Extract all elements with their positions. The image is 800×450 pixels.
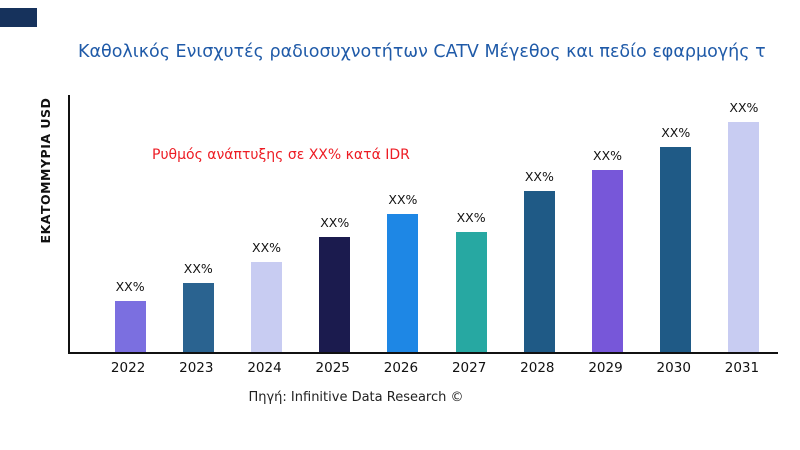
bar-2023 [182,283,214,352]
bar-column-2025: XX% [301,95,369,352]
bar-value-label: XX% [729,100,759,115]
x-axis-tick-2030: 2030 [656,360,691,376]
bar-value-label: XX% [456,210,486,226]
x-axis-tick-2026: 2026 [383,360,419,376]
bar-column-2031: XX% [710,95,778,352]
bar-value-label: XX% [183,261,213,276]
bar-2029 [592,170,624,352]
bar-2027 [455,232,487,352]
x-axis-tick-2024: 2024 [247,360,282,376]
x-axis-labels: 2022 2023 2024 2025 2026 2027 2028 2029 2030 2031 [68,360,776,376]
bar-column-2027: XX% [437,95,505,352]
x-axis-tick-2031: 2031 [724,360,760,376]
x-axis-tick-2028: 2028 [520,360,555,376]
chart-title: Καθολικός Ενισχυτές ραδιοσυχνοτήτων CATV… [78,42,766,62]
x-axis-tick-2025: 2025 [315,360,350,376]
bar-value-label: XX% [252,240,282,256]
bar-2022 [114,301,146,352]
bar-value-label: XX% [524,169,554,184]
bar-value-label: XX% [661,125,691,141]
bar-2028 [523,191,555,352]
x-axis-tick-2029: 2029 [588,360,623,376]
growth-annotation: Ρυθμός ανάπτυξης σε XX% κατά IDR [152,147,410,163]
bars-container: XX% XX% XX% XX% XX% XX% XX% XX% XX% XX% [70,95,778,352]
bar-column-2030: XX% [642,95,710,352]
bar-value-label: XX% [115,279,145,295]
bar-column-2026: XX% [369,95,437,352]
bar-column-2023: XX% [164,95,232,352]
x-axis-tick-2027: 2027 [451,360,487,376]
bar-2026 [387,214,419,352]
bar-column-2029: XX% [573,95,641,352]
x-axis-tick-2023: 2023 [179,360,214,376]
bar-value-label: XX% [320,215,350,230]
bar-2030 [660,147,692,352]
bar-2024 [251,262,282,352]
plot-area: XX% XX% XX% XX% XX% XX% XX% XX% XX% XX% Ρυθμός αν… [68,95,778,354]
source-attribution: Πηγή: Infinitive Data Research © [248,390,464,405]
bar-column-2028: XX% [505,95,573,352]
bar-value-label: XX% [388,192,418,207]
bar-column-2022: XX% [96,95,164,352]
x-axis-tick-2022: 2022 [110,360,146,376]
bar-2031 [728,122,760,352]
corner-decoration-block [0,8,37,27]
y-axis-label: ΕΚΑΤΟΜΜΥΡΙΑ USD [38,97,53,244]
bar-column-2024: XX% [232,95,300,352]
bar-value-label: XX% [593,148,623,164]
bar-2025 [319,237,351,352]
